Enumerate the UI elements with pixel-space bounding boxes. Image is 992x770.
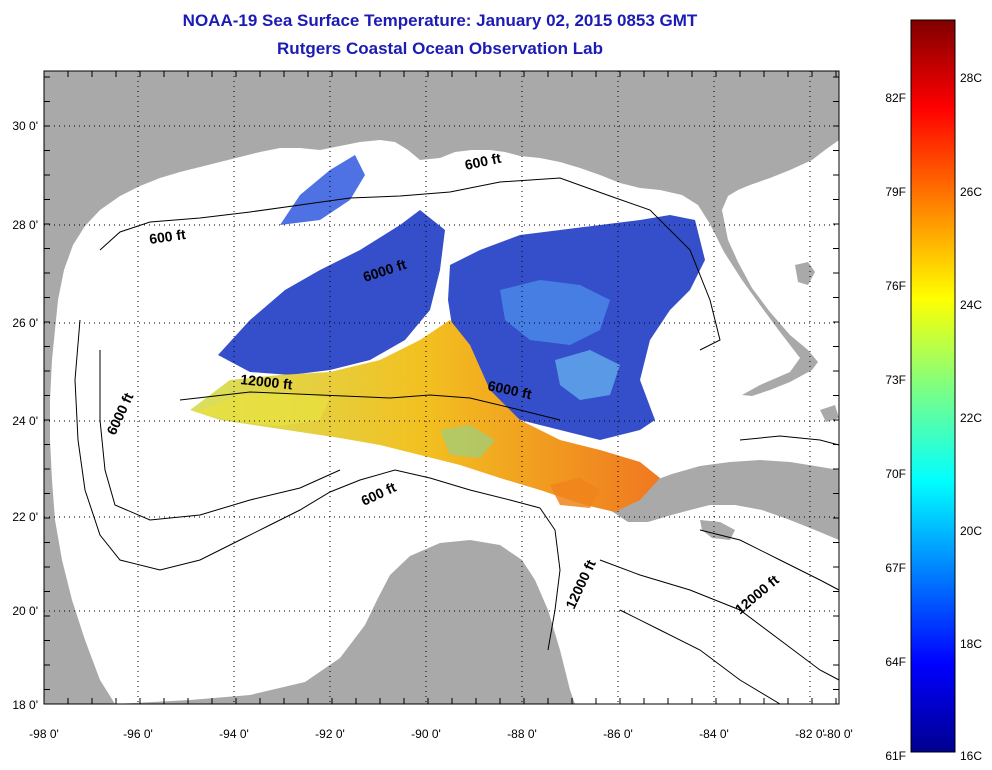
cb-c-label: 28C [960, 71, 982, 85]
frame-ticks [43, 71, 839, 704]
cb-f-label: 82F [885, 91, 906, 105]
cb-f-label: 67F [885, 561, 906, 575]
cb-c-label: 26C [960, 185, 982, 199]
lon-label: -92 0' [315, 727, 345, 741]
land-east-cuba [700, 520, 735, 540]
colorbar-fahrenheit-labels: 82F 79F 76F 73F 70F 67F 64F 61F [885, 91, 906, 763]
land-us-gulf-coast [44, 71, 839, 704]
lon-label: -96 0' [123, 727, 153, 741]
lon-label: -98 0' [29, 727, 59, 741]
cb-c-label: 16C [960, 749, 982, 763]
cb-c-label: 22C [960, 411, 982, 425]
map-subtitle: Rutgers Coastal Ocean Observation Lab [277, 39, 603, 58]
cb-f-label: 73F [885, 373, 906, 387]
cb-f-label: 79F [885, 185, 906, 199]
map-frame [43, 70, 840, 705]
lon-label: -84 0' [699, 727, 729, 741]
lon-label: -80 0' [823, 727, 853, 741]
lat-label: 26 0' [12, 316, 38, 330]
land-mexico-yucatan [115, 540, 575, 704]
lat-label: 28 0' [12, 218, 38, 232]
cb-c-label: 24C [960, 298, 982, 312]
contour-label-600ft-north: 600 ft [463, 150, 502, 173]
cb-f-label: 70F [885, 467, 906, 481]
cb-f-label: 61F [885, 749, 906, 763]
lat-label: 22 0' [12, 510, 38, 524]
colorbar-celsius-labels: 28C 26C 24C 22C 20C 18C 16C [960, 71, 982, 763]
longitude-labels: -98 0' -96 0' -94 0' -92 0' -90 0' -88 0… [29, 727, 853, 741]
sst-swath [190, 155, 705, 512]
cb-c-label: 20C [960, 524, 982, 538]
latitude-labels: 30 0' 28 0' 26 0' 24 0' 22 0' 20 0' 18 0… [12, 119, 38, 712]
cb-f-label: 76F [885, 279, 906, 293]
cb-c-label: 18C [960, 637, 982, 651]
land-cuba [610, 460, 839, 540]
lat-label: 18 0' [12, 698, 38, 712]
cb-f-label: 64F [885, 655, 906, 669]
lat-label: 24 0' [12, 414, 38, 428]
colorbar [910, 19, 956, 753]
map-title: NOAA-19 Sea Surface Temperature: January… [182, 11, 698, 30]
land-bahamas [795, 262, 815, 285]
lat-label: 30 0' [12, 119, 38, 133]
contour-label-600ft-west: 600 ft [148, 226, 187, 247]
lon-label: -94 0' [219, 727, 249, 741]
contour-label-12000ft-west: 12000 ft [240, 371, 294, 392]
land-jamaica-hint [820, 405, 839, 422]
graticule [44, 71, 839, 704]
lon-label: -86 0' [603, 727, 633, 741]
lon-label: -90 0' [411, 727, 441, 741]
lat-label: 20 0' [12, 604, 38, 618]
lon-label: -88 0' [507, 727, 537, 741]
bathymetry-contours [74, 177, 839, 704]
lon-label: -82 0' [795, 727, 825, 741]
